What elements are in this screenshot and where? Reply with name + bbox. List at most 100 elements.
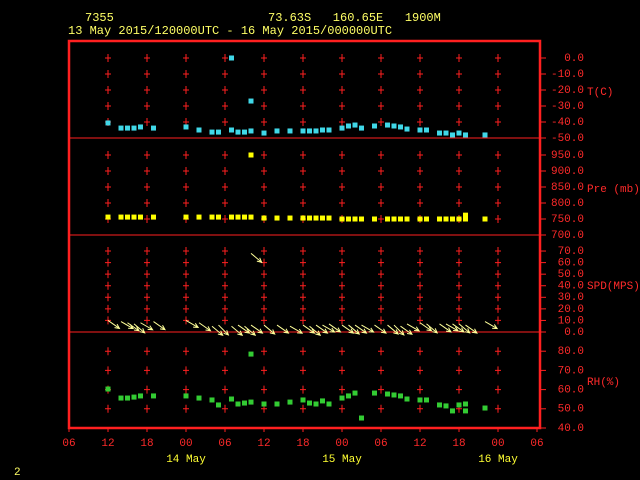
data-point [326,127,332,133]
data-point [287,399,293,405]
data-point [196,127,202,133]
data-point [261,401,267,407]
data-point [151,393,156,399]
data-point [229,214,234,220]
data-point [248,351,254,357]
x-tick-label: 18 [296,438,309,450]
grid-cross [222,54,228,126]
grid-cross [456,247,462,325]
wind-arrow [302,324,316,334]
grid-cross [339,54,345,126]
data-point [118,395,124,401]
data-point [326,215,332,221]
grid-cross [495,347,501,413]
data-point [463,408,468,414]
grid-cross [183,54,189,126]
station-location: 73.63S 160.65E 1900M [268,11,441,25]
x-tick-label: 00 [335,438,348,450]
y-tick-label: -50.0 [551,133,584,145]
grid-cross [183,347,189,413]
y-axis-label: Pre (mb) [587,184,640,196]
data-point [138,393,143,399]
grid-cross [300,247,306,325]
grid-cross [378,54,384,126]
x-tick-label: 12 [257,438,270,450]
data-point [242,214,247,220]
grid-cross [417,347,423,413]
y-tick-label: 70.0 [558,246,584,258]
station-id: 7355 [85,11,114,25]
wind-arrow [250,252,263,264]
data-point [300,128,306,134]
data-point [372,390,377,396]
data-point [196,395,202,401]
y-tick-label: 800.0 [551,198,584,210]
wind-arrow [231,325,244,336]
y-tick-label: 20.0 [558,304,584,316]
data-point [346,393,351,399]
y-tick-label: -20.0 [551,85,584,97]
data-point [398,124,403,130]
data-point [424,216,429,222]
y-tick-label: -40.0 [551,117,584,129]
wind-arrow [198,322,212,332]
wind-arrow [276,324,290,334]
x-tick-label: 00 [179,438,192,450]
y-tick-label: 40.0 [558,423,584,435]
data-point [482,216,488,222]
wind-arrow [393,324,405,336]
data-point [261,215,267,221]
data-point [138,214,143,220]
data-point [326,401,332,407]
data-point [339,216,345,222]
grid-cross [144,54,150,126]
data-point [229,127,234,133]
y-tick-label: 900.0 [551,166,584,178]
data-point [339,395,345,401]
data-point [391,123,397,129]
grid-cross [261,247,267,325]
grid-cross [378,247,384,325]
y-tick-label: 40.0 [558,281,584,293]
grid-cross [144,151,150,223]
data-point [359,415,364,421]
data-point [287,128,293,134]
x-tick-label: 06 [530,438,543,450]
x-tick-label: 18 [452,438,465,450]
x-date-label: 15 May [322,454,362,466]
data-point [209,129,215,135]
wind-arrow [185,320,200,329]
y-tick-label: 850.0 [551,182,584,194]
grid-cross [378,151,384,223]
data-point [456,402,462,408]
y-tick-label: 0.0 [564,53,584,65]
wind-arrow [341,324,355,334]
wind-arrow [361,324,375,333]
data-point [300,215,306,221]
data-point [125,214,130,220]
wind-arrow [348,324,361,335]
data-point [235,401,241,407]
data-point [313,128,319,134]
wind-arrow [250,324,264,334]
y-tick-label: 60.0 [558,258,584,270]
grid-cross [378,347,384,413]
wind-arrow [439,323,452,333]
y-axis-label: T(C) [587,87,613,99]
wind-arrow [309,325,322,336]
data-point [372,216,377,222]
wind-arrow [153,321,166,331]
wind-arrow [458,323,471,334]
data-point [248,214,254,220]
data-point [320,398,325,404]
grid-cross [222,151,228,223]
wind-arrow [289,325,304,334]
data-point [443,130,449,136]
data-point [248,98,254,104]
data-point [131,214,137,220]
y-tick-label: -30.0 [551,101,584,113]
data-point [320,127,325,133]
x-tick-label: 18 [140,438,153,450]
